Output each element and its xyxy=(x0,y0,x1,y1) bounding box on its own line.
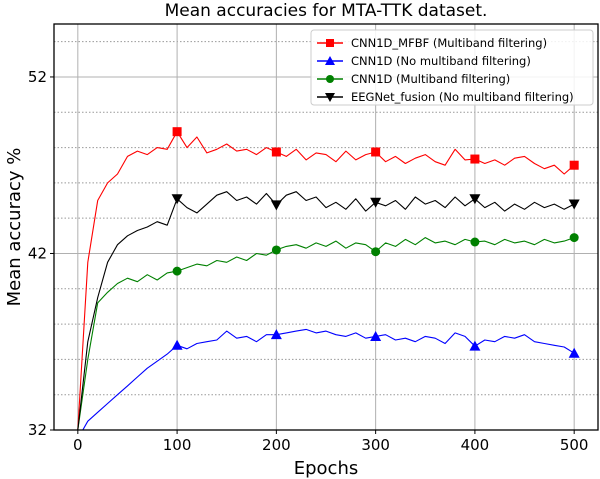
x-axis-label: Epochs xyxy=(294,458,359,479)
legend-marker xyxy=(326,39,334,47)
data-point-marker xyxy=(371,147,381,157)
data-point-marker xyxy=(370,197,382,208)
series-line-1 xyxy=(82,328,575,430)
data-point-marker xyxy=(569,160,579,170)
y-tick-label: 52 xyxy=(28,68,47,86)
data-point-marker xyxy=(270,329,282,340)
chart-title: Mean accuracies for MTA-TTK dataset. xyxy=(165,1,488,21)
data-point-marker xyxy=(371,247,381,257)
x-tick-label: 100 xyxy=(163,436,192,454)
data-point-marker xyxy=(171,194,183,205)
data-point-marker xyxy=(470,154,480,164)
y-tick-label: 42 xyxy=(28,244,47,262)
series-line-3 xyxy=(77,191,575,430)
data-point-marker xyxy=(470,237,480,247)
legend-box xyxy=(310,29,594,106)
legend: CNN1D_MFBF (Multiband filtering) CNN1D (N… xyxy=(310,29,594,106)
series-lines xyxy=(77,127,580,430)
x-tick-label: 0 xyxy=(73,436,83,454)
x-tick-label: 500 xyxy=(560,436,589,454)
data-point-marker xyxy=(172,266,182,276)
data-point-marker xyxy=(568,347,580,358)
data-point-marker xyxy=(469,194,481,205)
data-point-marker xyxy=(370,330,382,341)
legend-label: CNN1D_MFBF (Multiband filtering) xyxy=(351,36,547,50)
x-tick-label: 200 xyxy=(262,436,291,454)
legend-label: EEGNet_fusion (No multiband filtering) xyxy=(351,90,574,104)
data-point-marker xyxy=(469,340,481,351)
data-point-marker xyxy=(271,147,281,157)
x-tick-label: 400 xyxy=(461,436,490,454)
legend-marker xyxy=(325,93,335,102)
legend-marker xyxy=(326,75,334,83)
x-tick-label: 300 xyxy=(361,436,390,454)
y-axis-label: Mean accuracy % xyxy=(4,148,25,307)
tick-labels: 32 42 52 0 100 200 300 400 500 xyxy=(28,68,589,454)
data-point-marker xyxy=(172,127,182,137)
data-point-marker xyxy=(568,199,580,210)
series-line-2 xyxy=(77,237,575,430)
series-line-0 xyxy=(77,131,575,430)
legend-marker xyxy=(325,56,335,65)
legend-label: CNN1D (No multiband filtering) xyxy=(351,54,531,68)
data-point-marker xyxy=(271,245,281,255)
legend-label: CNN1D (Multiband filtering) xyxy=(351,72,510,86)
data-point-marker xyxy=(270,200,282,211)
plot-frame xyxy=(53,23,599,431)
data-point-marker xyxy=(569,233,579,243)
data-point-marker xyxy=(171,339,183,350)
y-tick-label: 32 xyxy=(28,421,47,439)
